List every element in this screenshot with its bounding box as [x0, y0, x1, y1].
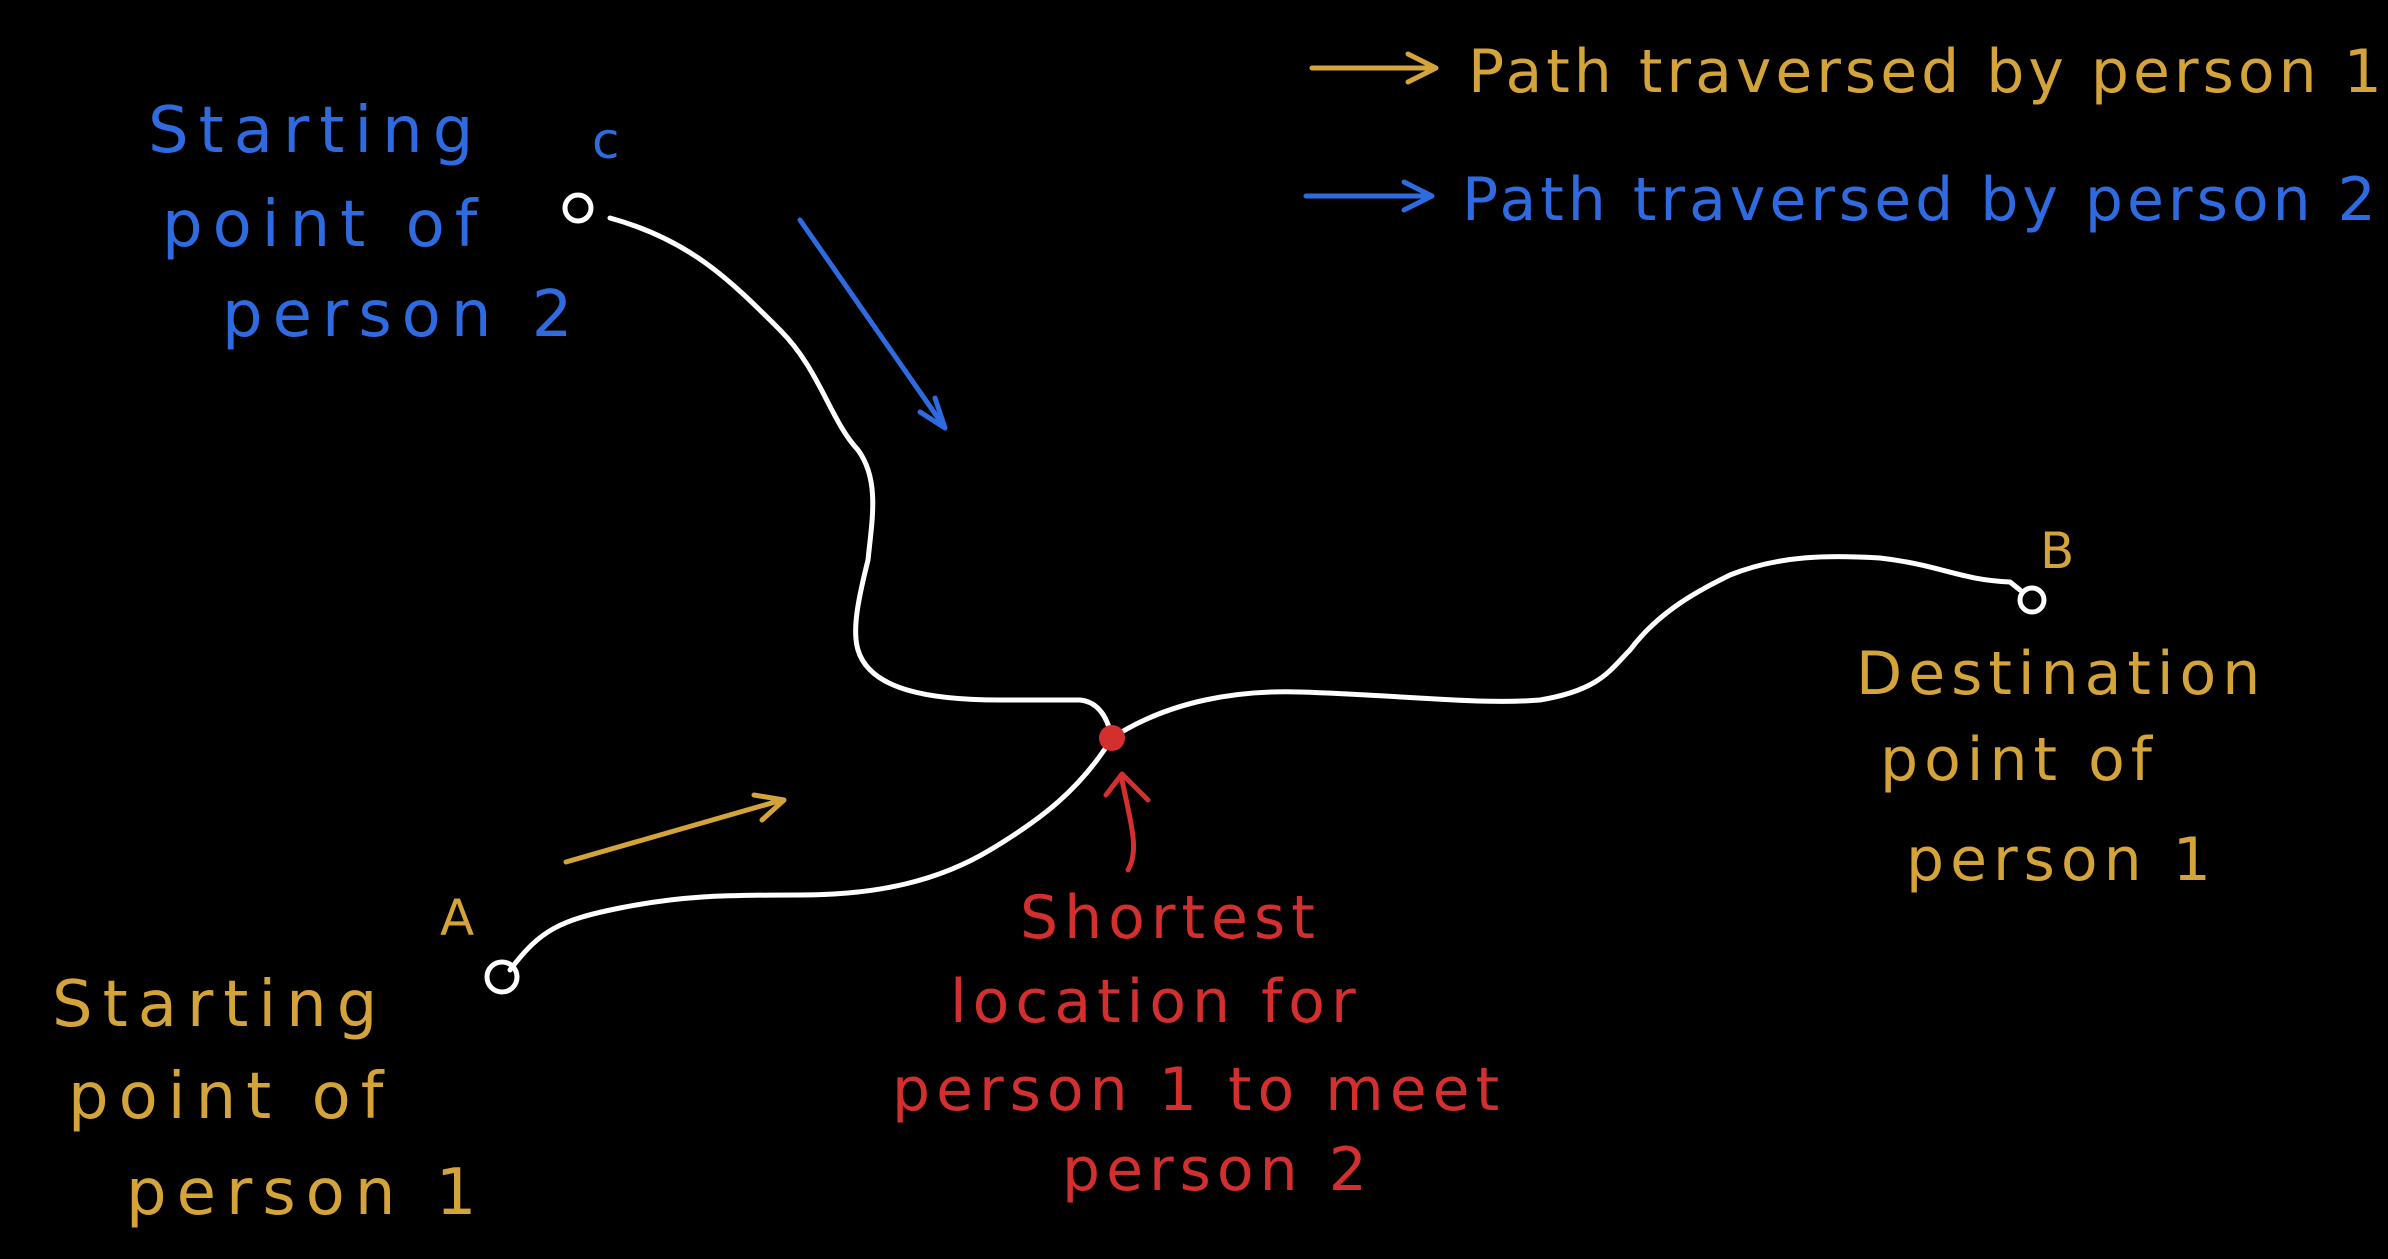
meeting-pointer-arrow-head [1103, 771, 1151, 803]
meeting-label-line-1: Shortest [1020, 883, 1321, 953]
node-a-label-line-2: point of [68, 1060, 393, 1134]
node-c-letter: c [592, 112, 620, 170]
meeting-pointer-arrow [1103, 771, 1151, 873]
person1-direction-arrow-head [751, 792, 787, 823]
legend-person2-text: Path traversed by person 2 [1462, 165, 2380, 235]
person1-direction-arrow-shaft [563, 797, 785, 865]
node-a-label-line-1: Starting [52, 968, 387, 1042]
meeting-label-line-2: location for [950, 967, 1362, 1037]
person2-direction-arrow-shaft [797, 217, 948, 431]
path-from-c-to-meeting [607, 215, 1115, 741]
person2-direction-arrow [797, 217, 948, 431]
node-a-letter: A [440, 889, 474, 947]
meeting-label-line-4: person 2 [1062, 1135, 1373, 1205]
node-b-label-line-3: person 1 [1906, 825, 2217, 895]
meeting-label-line-3: person 1 to meet [892, 1055, 1505, 1125]
person2-direction-arrow-head [917, 395, 948, 431]
legend-person2-arrow-head [1401, 179, 1435, 213]
legend-person1-text: Path traversed by person 1 [1468, 37, 2386, 107]
meeting-point-label: Shortest location for person 1 to meet p… [892, 883, 1505, 1205]
person1-direction-arrow [563, 792, 787, 865]
legend-person1-arrow-head [1405, 51, 1439, 85]
legend-person2-arrow [1303, 179, 1435, 213]
meeting-point-dot [1099, 725, 1125, 751]
node-b-label: Destination point of person 1 [1856, 639, 2266, 895]
paths [507, 215, 2023, 973]
node-c-label-line-3: person 2 [222, 278, 582, 352]
meeting-pointer-arrow-shaft [1119, 777, 1137, 873]
node-b-label-line-1: Destination [1856, 639, 2266, 709]
node-b-circle [2017, 585, 2047, 615]
path-from-meeting-to-b [1109, 554, 2023, 741]
node-c-label-line-2: point of [162, 188, 487, 262]
node-a-circle [484, 959, 520, 995]
legend: Path traversed by person 1 Path traverse… [1303, 37, 2386, 235]
node-b-letter: B [2040, 522, 2074, 580]
node-c-circle [562, 192, 594, 224]
node-a-label-line-3: person 1 [126, 1156, 486, 1230]
node-c-label: Starting point of person 2 [148, 94, 582, 352]
node-c-label-line-1: Starting [148, 94, 483, 168]
path-from-a-to-meeting [507, 735, 1115, 973]
node-b-label-line-2: point of [1880, 725, 2158, 795]
legend-person1-arrow [1309, 51, 1439, 85]
node-a-label: Starting point of person 1 [52, 968, 486, 1230]
